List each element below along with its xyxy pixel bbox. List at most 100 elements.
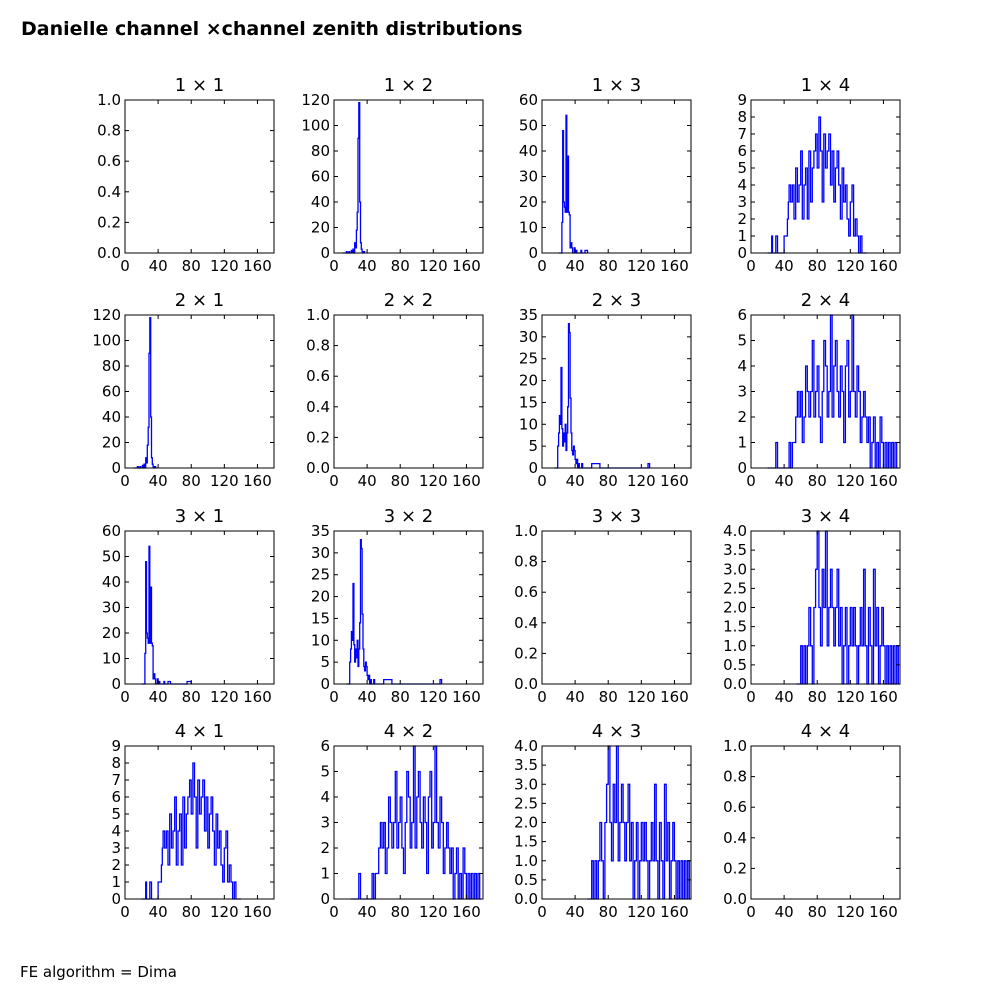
x-tick-label: 40 <box>358 903 377 921</box>
x-tick-label: 0 <box>746 688 756 706</box>
panel-title: 4 × 2 <box>384 721 433 742</box>
x-tick-label: 80 <box>599 903 618 921</box>
y-tick-label: 60 <box>311 168 330 186</box>
x-tick-label: 160 <box>452 472 481 490</box>
y-tick-label: 0.8 <box>97 122 121 140</box>
axes-frame <box>750 314 901 469</box>
y-tick-label: 35 <box>519 306 538 324</box>
y-tick-label: 80 <box>102 357 121 375</box>
x-tick-label: 40 <box>149 257 168 275</box>
panel-title: 3 × 3 <box>592 506 641 527</box>
y-tick-label: 5 <box>528 437 538 455</box>
y-tick-label: 3 <box>320 814 330 832</box>
y-tick-label: 0.2 <box>723 859 747 877</box>
x-tick-label: 160 <box>243 903 272 921</box>
y-tick-label: 4 <box>111 822 121 840</box>
x-tick-label: 160 <box>660 903 689 921</box>
y-tick-label: 0.0 <box>723 890 747 908</box>
x-tick-label: 40 <box>358 472 377 490</box>
panel-1x1: 1 × 1 0 40 80 120 160 0.0 0.2 0.4 0.6 0.8 1.0 <box>97 75 275 275</box>
y-tick-label: 2.5 <box>514 794 538 812</box>
y-tick-label: 4 <box>320 788 330 806</box>
histogram-series <box>342 101 366 254</box>
x-tick-label: 0 <box>329 688 339 706</box>
panel-title: 1 × 4 <box>801 75 850 96</box>
axes-frame <box>124 745 275 900</box>
x-tick-label: 120 <box>210 472 239 490</box>
x-tick-label: 80 <box>808 257 827 275</box>
histogram-series <box>587 745 691 900</box>
axes-frame <box>541 99 692 254</box>
y-tick-label: 0.5 <box>723 656 747 674</box>
x-tick-label: 80 <box>182 257 201 275</box>
y-tick-label: 0 <box>528 244 538 262</box>
y-tick-label: 0.2 <box>97 213 121 231</box>
x-tick-label: 160 <box>452 257 481 275</box>
x-tick-label: 160 <box>660 472 689 490</box>
y-tick-label: 15 <box>519 393 538 411</box>
y-tick-label: 3.5 <box>514 756 538 774</box>
y-tick-label: 20 <box>519 372 538 390</box>
y-tick-label: 3.0 <box>723 560 747 578</box>
panel-title: 2 × 2 <box>384 290 433 311</box>
y-tick-label: 5 <box>737 159 747 177</box>
axes-frame <box>124 99 275 254</box>
y-tick-label: 6 <box>111 788 121 806</box>
y-tick-label: 10 <box>311 631 330 649</box>
x-tick-label: 80 <box>808 472 827 490</box>
y-tick-label: 4 <box>737 357 747 375</box>
y-tick-label: 1.0 <box>723 637 747 655</box>
panel-3x1: 3 × 1 0 40 80 120 160 0 10 20 30 40 50 60 <box>102 506 275 706</box>
y-tick-label: 0.0 <box>306 459 330 477</box>
x-tick-label: 80 <box>808 903 827 921</box>
y-tick-label: 1.0 <box>306 306 330 324</box>
x-tick-label: 80 <box>391 257 410 275</box>
x-tick-label: 80 <box>808 688 827 706</box>
x-tick-label: 0 <box>537 257 547 275</box>
x-tick-label: 0 <box>329 472 339 490</box>
panel-4x2: 4 × 2 0 40 80 120 160 0 1 2 3 4 5 6 <box>320 721 484 921</box>
x-tick-label: 0 <box>746 472 756 490</box>
y-tick-label: 0.6 <box>723 798 747 816</box>
panel-3x3: 3 × 3 0 40 80 120 160 0.0 0.2 0.4 0.6 0.8 1.0 <box>514 506 692 706</box>
y-tick-label: 0.4 <box>97 183 121 201</box>
y-tick-label: 7 <box>111 771 121 789</box>
x-tick-label: 160 <box>452 903 481 921</box>
x-tick-label: 40 <box>566 688 585 706</box>
y-tick-label: 1.0 <box>514 852 538 870</box>
y-tick-label: 0.4 <box>514 614 538 632</box>
panel-title: 4 × 1 <box>175 721 224 742</box>
y-tick-label: 10 <box>519 415 538 433</box>
panel-4x3: 4 × 3 0 40 80 120 160 0.00.51.01.52.0 2.53.03.5… <box>514 721 692 921</box>
y-tick-label: 8 <box>111 754 121 772</box>
y-tick-label: 3 <box>737 193 747 211</box>
y-tick-label: 0 <box>111 675 121 693</box>
y-tick-label: 0.8 <box>514 553 538 571</box>
axes-frame <box>541 530 692 685</box>
y-tick-label: 6 <box>737 306 747 324</box>
x-tick-label: 80 <box>391 472 410 490</box>
y-tick-label: 10 <box>102 650 121 668</box>
y-tick-label: 2 <box>320 839 330 857</box>
panel-2x4: 2 × 4 0 40 80 120 160 0 1 2 3 4 5 6 <box>737 290 901 490</box>
y-tick-label: 0 <box>320 675 330 693</box>
y-tick-label: 0.0 <box>723 675 747 693</box>
panel-3x2: 3 × 2 0 40 80 120 160 0 5 10 15 20 25 30 35 <box>311 506 484 706</box>
x-tick-label: 120 <box>419 472 448 490</box>
y-tick-label: 80 <box>311 142 330 160</box>
x-tick-label: 0 <box>329 257 339 275</box>
y-tick-label: 2.5 <box>723 579 747 597</box>
y-tick-label: 40 <box>519 142 538 160</box>
histogram-series <box>346 539 443 685</box>
y-tick-label: 1.0 <box>723 737 747 755</box>
y-tick-label: 1 <box>111 873 121 891</box>
x-tick-label: 0 <box>746 903 756 921</box>
panel-1x3: 1 × 3 0 40 80 120 160 0 10 20 30 40 50 60 <box>519 75 692 275</box>
panel-title: 1 × 2 <box>384 75 433 96</box>
y-tick-label: 25 <box>311 566 330 584</box>
x-tick-label: 160 <box>660 688 689 706</box>
y-tick-label: 40 <box>311 193 330 211</box>
x-tick-label: 40 <box>149 688 168 706</box>
x-tick-label: 120 <box>627 688 656 706</box>
